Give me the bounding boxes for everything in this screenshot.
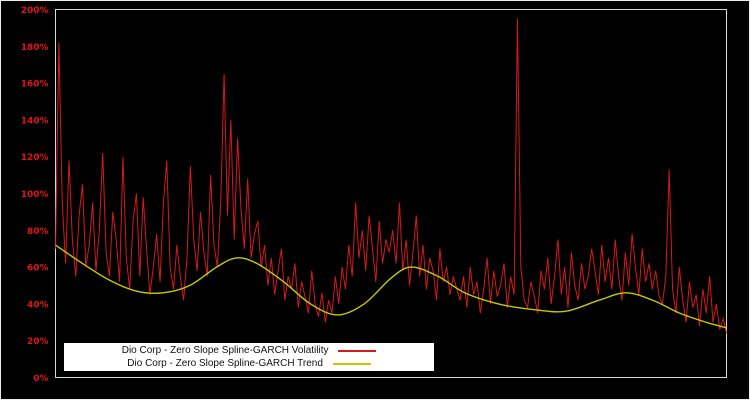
y-tick-label: 160% (21, 80, 49, 90)
legend-row-volatility: Dio Corp - Zero Slope Spline-GARCH Volat… (64, 344, 434, 357)
legend-label-trend: Dio Corp - Zero Slope Spline-GARCH Trend (127, 358, 323, 369)
legend-line-volatility-sample (338, 349, 377, 352)
legend-label-volatility: Dio Corp - Zero Slope Spline-GARCH Volat… (121, 345, 329, 356)
y-axis-labels: 0% 20% 40% 60% 80% 100% 120% 140% 160% 180% 200% (21, 6, 49, 384)
y-tick-label: 20% (27, 337, 49, 347)
legend-line-trend-sample (332, 362, 371, 365)
y-tick-label: 140% (21, 116, 49, 126)
y-tick-label: 0% (33, 374, 48, 384)
y-tick-label: 120% (21, 153, 49, 163)
legend-row-trend: Dio Corp - Zero Slope Spline-GARCH Trend (64, 357, 434, 370)
y-tick-label: 200% (21, 6, 49, 16)
plot-border (55, 9, 727, 378)
y-tick-label: 100% (21, 190, 49, 200)
legend: Dio Corp - Zero Slope Spline-GARCH Volat… (64, 343, 434, 371)
volatility-series-line (55, 18, 727, 334)
y-tick-label: 80% (27, 227, 49, 237)
y-tick-label: 60% (27, 264, 49, 274)
y-tick-label: 40% (27, 300, 49, 310)
trend-series-line (55, 244, 727, 329)
y-tick-label: 180% (21, 43, 49, 53)
